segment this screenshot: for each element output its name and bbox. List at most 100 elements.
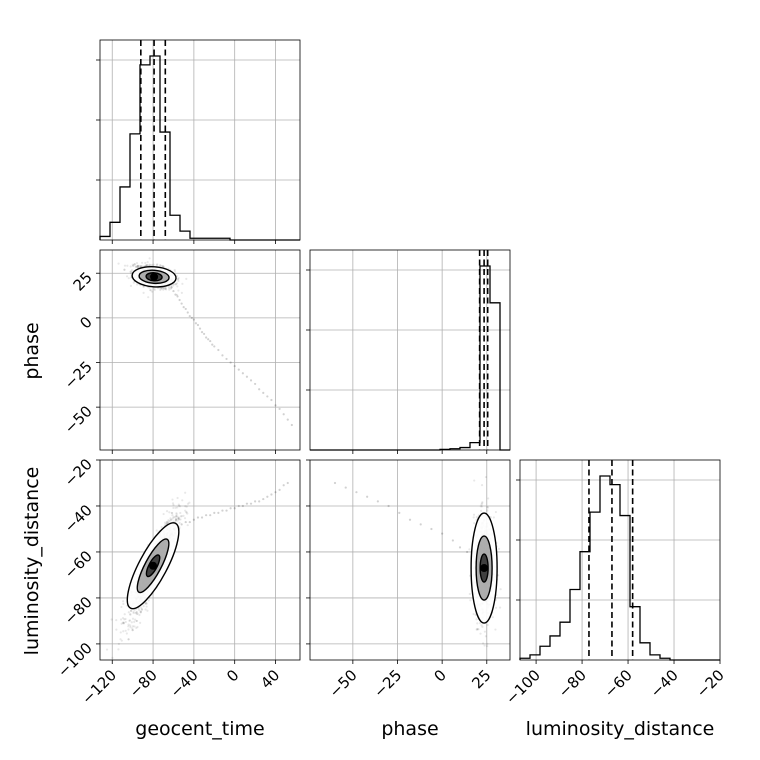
scatter-points [105, 481, 289, 659]
sample-point [147, 296, 150, 299]
sample-point [151, 290, 154, 293]
sample-point [482, 642, 485, 645]
sample-point [451, 539, 454, 542]
sample-point [478, 621, 482, 625]
sample-point [131, 629, 134, 632]
sample-point [185, 511, 188, 514]
sample-point [140, 606, 143, 609]
sample-point [132, 281, 135, 284]
sample-point [117, 642, 120, 646]
sample-point [139, 265, 142, 268]
sample-point [128, 613, 132, 616]
sample-point [286, 418, 289, 421]
sample-point [128, 619, 132, 622]
sample-point [135, 610, 138, 614]
sample-point [163, 287, 167, 290]
x-tick-label-luminosity-distance: −40 [647, 666, 682, 701]
scatter-panel-geocent-time-vs-luminosity-distance: −120 −80 −40 0 40−100−80−60−40−20 [54, 455, 301, 708]
sample-point [149, 289, 153, 292]
sample-point [177, 504, 181, 507]
sample-point [177, 517, 180, 520]
sample-point [170, 518, 173, 521]
x-axis-label-luminosity-distance: luminosity_distance [526, 718, 715, 740]
sample-point [139, 611, 142, 614]
sample-point [182, 514, 185, 517]
sample-point [159, 264, 162, 267]
sample-point [120, 639, 123, 642]
sample-point [127, 625, 130, 628]
sample-point [175, 517, 178, 520]
sample-point [174, 518, 178, 521]
sample-point [211, 343, 214, 346]
sample-point [497, 547, 501, 550]
sample-point [499, 588, 502, 591]
sample-point [122, 630, 125, 633]
sample-point [129, 609, 133, 613]
panel-frame [309, 249, 511, 451]
sample-point [466, 550, 469, 554]
y-tick-label-luminosity-distance: −100 [54, 639, 96, 681]
sample-point [245, 375, 249, 378]
sample-point [486, 642, 489, 646]
sample-point [129, 624, 132, 627]
sample-point [181, 282, 184, 285]
y-tick-label-luminosity-distance: −60 [61, 547, 96, 582]
sample-point [175, 293, 179, 297]
sample-point [133, 618, 137, 621]
sample-point [174, 520, 177, 523]
sample-point [138, 608, 141, 612]
sample-point [178, 521, 181, 525]
sample-point [174, 506, 177, 509]
sample-point [165, 509, 169, 513]
sample-point [136, 264, 139, 268]
sample-point [119, 618, 123, 621]
sample-point [262, 497, 265, 501]
sample-point [120, 622, 123, 625]
sample-point [164, 287, 167, 290]
sample-point [139, 265, 142, 268]
sample-point [176, 519, 179, 522]
sample-point [161, 264, 164, 268]
sample-point [131, 263, 134, 266]
sample-point [178, 298, 181, 302]
sample-point [408, 518, 412, 521]
sample-point [170, 284, 173, 287]
sample-point [175, 512, 178, 515]
sample-point [124, 620, 127, 624]
sample-point [468, 592, 471, 596]
sample-point [133, 625, 136, 628]
sample-point [162, 265, 165, 268]
sample-point [159, 264, 162, 267]
sample-point [184, 505, 187, 508]
y-axis-label-phase: phase [21, 322, 43, 379]
sample-point [176, 515, 179, 518]
sample-point [121, 600, 125, 603]
sample-point [486, 506, 490, 509]
sample-point [177, 516, 180, 520]
sample-point [486, 505, 489, 509]
sample-point [476, 627, 479, 631]
sample-point [172, 284, 175, 287]
sample-point [168, 286, 171, 290]
sample-point [163, 287, 166, 290]
sample-point [282, 413, 285, 416]
sample-point [221, 509, 224, 512]
sample-point [245, 502, 249, 505]
sample-point [481, 625, 484, 628]
sample-point [286, 481, 289, 485]
sample-point [144, 602, 147, 605]
sample-point [136, 612, 139, 615]
histogram-panel-luminosity-distance: −100 −80 −60 −40 −20 [502, 459, 728, 708]
scatter-panel-geocent-time-vs-phase: −50 −25 0 25 [61, 249, 301, 454]
sample-point [178, 518, 181, 521]
sample-point [366, 495, 369, 498]
x-tick-label-geocent-time: −80 [126, 666, 161, 701]
sample-point [161, 287, 164, 290]
sample-point [184, 520, 187, 524]
sample-point [165, 522, 168, 525]
sample-point [123, 613, 126, 616]
sample-point [480, 484, 484, 487]
sample-point [136, 283, 139, 286]
sample-point [149, 264, 152, 267]
x-axis-label-geocent-time: geocent_time [135, 718, 264, 740]
